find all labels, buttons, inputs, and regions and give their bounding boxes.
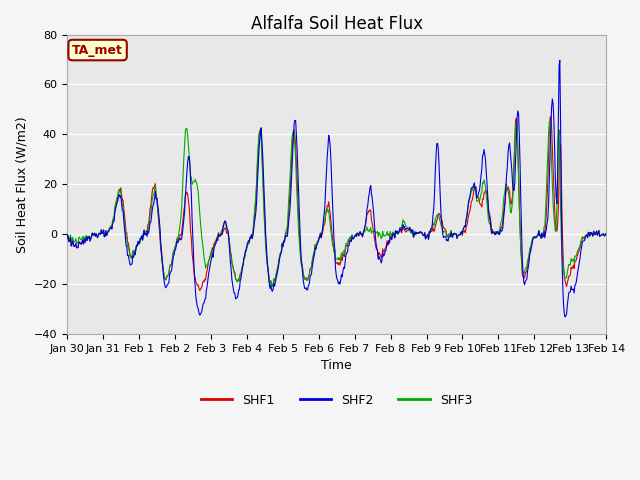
X-axis label: Time: Time bbox=[321, 360, 352, 372]
Legend: SHF1, SHF2, SHF3: SHF1, SHF2, SHF3 bbox=[196, 389, 477, 412]
Text: TA_met: TA_met bbox=[72, 44, 123, 57]
Title: Alfalfa Soil Heat Flux: Alfalfa Soil Heat Flux bbox=[250, 15, 422, 33]
Y-axis label: Soil Heat Flux (W/m2): Soil Heat Flux (W/m2) bbox=[15, 116, 28, 252]
